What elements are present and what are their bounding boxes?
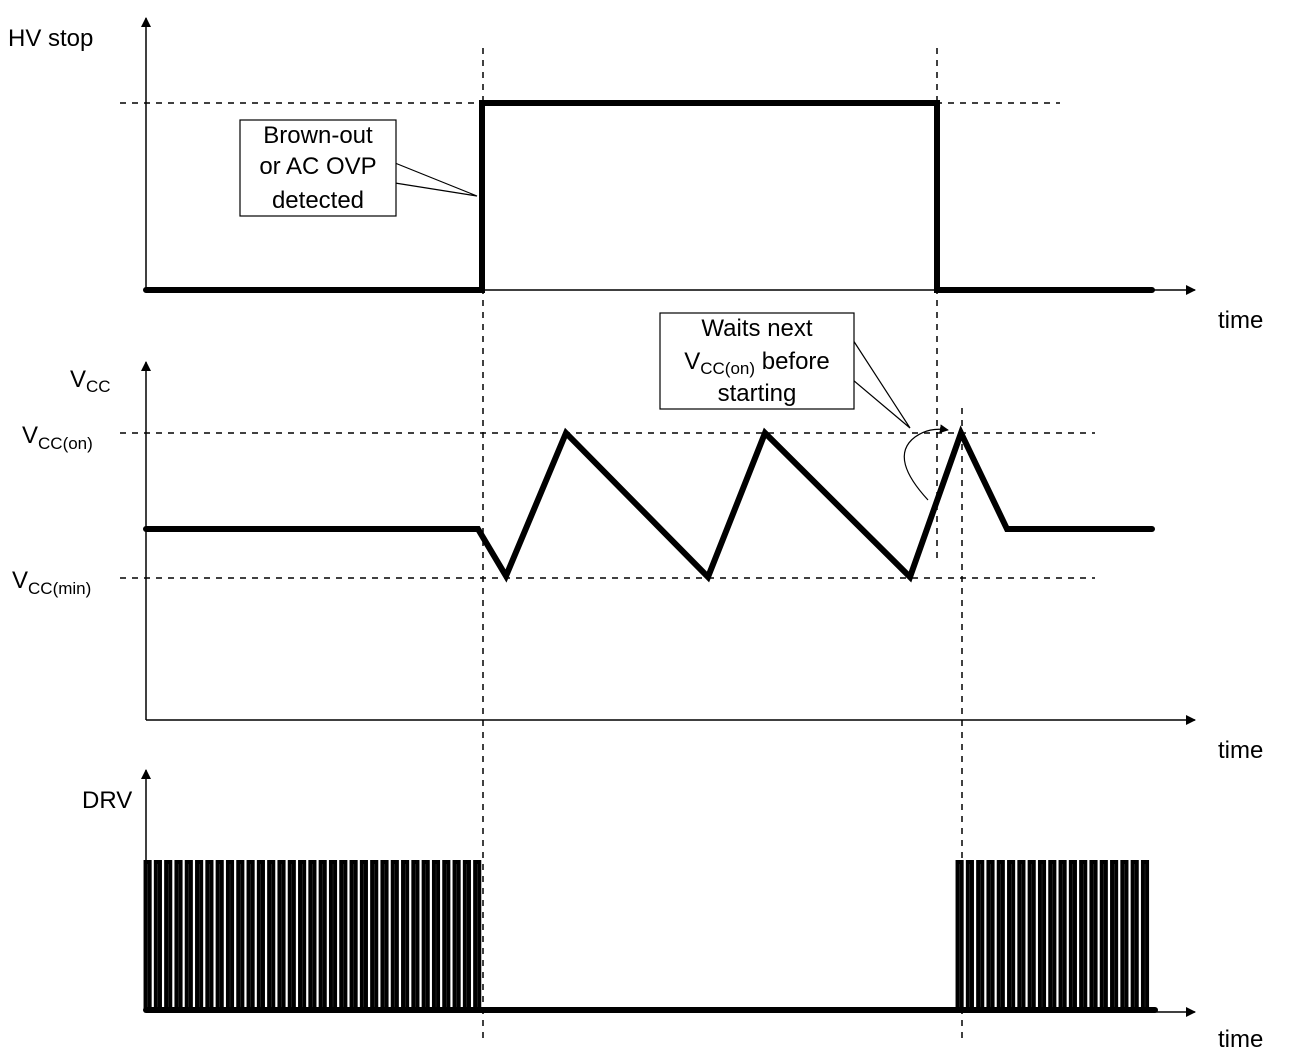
vcc-waveform — [143, 425, 1155, 583]
drv-pulse — [955, 860, 1150, 1012]
waits-callout-line2: VCC(on) before — [684, 348, 830, 378]
hv-stop-y-label: HV stop — [8, 25, 93, 52]
vcc-min-level-label: VCC(min) — [12, 567, 91, 598]
waits-callout-line1: Waits next — [701, 315, 812, 342]
brownout-callout-box — [239, 119, 397, 217]
brownout-callout-line2: or AC OVP — [259, 153, 376, 180]
hv-stop-panel: HV stop time Brown-out or AC OVP detecte… — [8, 17, 1263, 334]
restart-loop-arrow — [903, 424, 949, 501]
waits-callout-pointer — [852, 339, 911, 429]
brownout-callout-pointer — [394, 162, 478, 197]
brownout-callout: Brown-out or AC OVP detected — [239, 119, 478, 217]
vcc-panel: VCC time VCC(on) VCC(min) Waits next VCC… — [12, 312, 1263, 764]
waits-callout: Waits next VCC(on) before starting — [659, 312, 911, 429]
waits-callout-box — [659, 312, 855, 410]
hv-stop-x-label: time — [1218, 307, 1263, 334]
drv-y-label: DRV — [82, 787, 132, 814]
drv-pulse-train-before — [143, 860, 482, 1012]
vcc-x-label: time — [1218, 737, 1263, 764]
waits-callout-line3: starting — [718, 380, 797, 407]
drv-pulse-train-after — [955, 860, 1150, 1012]
drv-x-label: time — [1218, 1026, 1263, 1052]
vcc-on-level-label: VCC(on) — [22, 422, 93, 453]
brownout-callout-line1: Brown-out — [263, 122, 373, 149]
drv-panel: DRV time — [82, 769, 1263, 1052]
brownout-callout-line3: detected — [272, 187, 364, 214]
drv-pulse — [143, 860, 482, 1012]
hv-stop-waveform — [143, 100, 1155, 293]
vcc-y-label: VCC — [70, 366, 111, 396]
